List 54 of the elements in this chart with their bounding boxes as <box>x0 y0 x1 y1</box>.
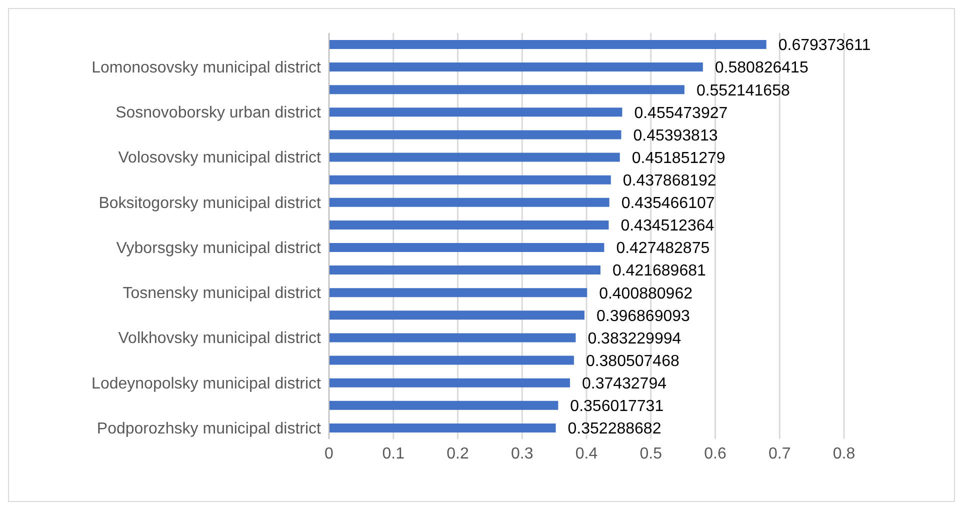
y-tick-label: Lomonosovsky municipal district <box>92 60 322 77</box>
bar <box>329 85 684 94</box>
x-tick-label: 0.7 <box>768 445 791 462</box>
data-label: 0.421689681 <box>612 262 706 280</box>
data-label: 0.396869093 <box>596 308 690 325</box>
bar <box>329 400 558 410</box>
x-tick-label: 0.2 <box>446 445 469 462</box>
bar <box>329 333 576 342</box>
data-label: 0.383229994 <box>588 330 682 348</box>
y-tick-label: Sosnovoborsky urban district <box>116 104 322 122</box>
bar <box>329 40 766 49</box>
bar <box>329 175 611 184</box>
data-label: 0.356017731 <box>570 398 664 416</box>
y-tick-label: Vyborsgsky municipal district <box>116 240 322 257</box>
data-label: 0.435466107 <box>621 195 715 212</box>
x-tick-label: 0.5 <box>640 445 662 462</box>
data-label: 0.380507468 <box>586 352 680 370</box>
x-tick-label: 0.8 <box>832 445 856 462</box>
bar <box>329 198 610 207</box>
data-label: 0.45393813 <box>633 127 718 144</box>
x-tick-label: 0.1 <box>382 445 405 462</box>
y-tick-label: Volosovsky municipal district <box>118 150 322 167</box>
data-label: 0.552141658 <box>696 82 790 100</box>
bar <box>329 108 622 117</box>
data-label: 0.352288682 <box>568 420 662 438</box>
y-tick-label: Podporozhsky municipal district <box>96 420 322 438</box>
bar <box>329 288 588 298</box>
y-tick-label: Tosnensky municipal district <box>122 285 322 302</box>
data-label: 0.434512364 <box>620 218 714 235</box>
bar <box>329 243 604 252</box>
bar <box>329 378 570 388</box>
data-label: 0.37432794 <box>582 376 667 393</box>
data-label: 0.400880962 <box>599 285 693 302</box>
data-label: 0.580826415 <box>714 60 808 77</box>
x-tick-label: 0.3 <box>511 445 534 462</box>
data-label: 0.451851279 <box>632 150 726 167</box>
data-label: 0.679373611 <box>778 37 871 54</box>
bar <box>329 130 622 140</box>
bar <box>329 152 620 162</box>
data-label: 0.427482875 <box>616 240 710 258</box>
y-tick-label: Lodeynopolsky municipal district <box>92 375 322 392</box>
bar <box>329 266 600 275</box>
data-label: 0.455473927 <box>634 104 728 122</box>
bar <box>329 423 556 432</box>
bar <box>329 356 574 365</box>
bar <box>329 220 609 230</box>
x-tick-label: 0 <box>324 445 334 462</box>
y-tick-label: Volkhovsky municipal district <box>118 330 322 348</box>
bar <box>329 62 703 72</box>
x-tick-label: 0.4 <box>575 445 598 462</box>
y-tick-label: Boksitogorsky municipal district <box>98 194 322 212</box>
bar <box>329 310 584 320</box>
x-tick-label: 0.6 <box>704 445 726 462</box>
data-label: 0.437868192 <box>622 172 716 190</box>
